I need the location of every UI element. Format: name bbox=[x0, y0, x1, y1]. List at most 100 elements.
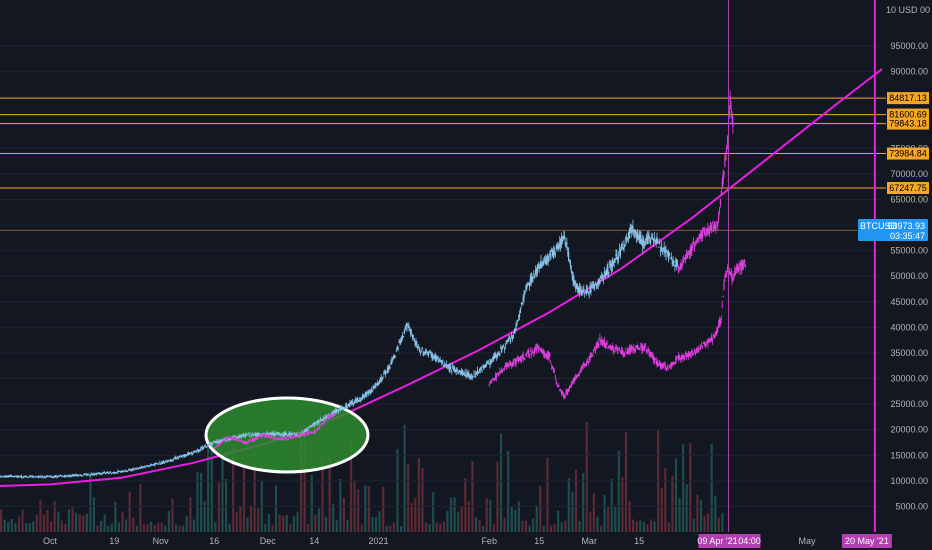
candle-body bbox=[618, 249, 621, 252]
candle-body bbox=[682, 356, 684, 358]
candle-body bbox=[471, 375, 473, 378]
candle-body bbox=[445, 363, 447, 365]
candle-body bbox=[690, 353, 692, 356]
candle-body bbox=[310, 431, 313, 434]
candle-body bbox=[39, 476, 41, 478]
candle-body bbox=[94, 473, 97, 475]
candle-body bbox=[549, 355, 551, 357]
candle-body bbox=[252, 432, 254, 434]
candle-body bbox=[269, 432, 272, 434]
candle-body bbox=[631, 346, 633, 350]
candle-body bbox=[286, 439, 289, 441]
price-tick-label: 25000.00 bbox=[890, 399, 928, 409]
candle-body bbox=[17, 476, 19, 478]
candle-body bbox=[480, 366, 482, 370]
candle-body bbox=[228, 438, 231, 441]
candle-body bbox=[97, 473, 99, 475]
candle-body bbox=[311, 432, 314, 434]
candle-body bbox=[720, 319, 722, 321]
candle-body bbox=[577, 375, 580, 377]
candle-body bbox=[290, 433, 292, 435]
candle-body bbox=[290, 436, 292, 439]
candle-body bbox=[658, 365, 660, 367]
candle-body bbox=[246, 443, 248, 445]
candle-body bbox=[398, 341, 400, 343]
candle-body bbox=[705, 227, 707, 233]
volume-bar bbox=[639, 520, 642, 532]
horizontal-levels[interactable] bbox=[0, 97, 886, 231]
candle-body bbox=[596, 342, 598, 346]
candle-body bbox=[277, 437, 280, 439]
candle-body bbox=[575, 375, 577, 378]
candle-body bbox=[486, 363, 489, 365]
candle-body bbox=[661, 251, 663, 253]
candle-body bbox=[702, 228, 705, 231]
candle-body bbox=[273, 432, 275, 436]
candle-body bbox=[593, 347, 596, 349]
candle-body bbox=[717, 222, 719, 227]
growth-curve[interactable] bbox=[0, 68, 883, 487]
candle-body bbox=[396, 348, 398, 350]
candle-body bbox=[368, 391, 371, 394]
candle-body bbox=[292, 432, 294, 434]
time-scale[interactable]: Oct 19 Nov 16 Dec 14 2021 Feb 15 Mar 15 May bbox=[43, 536, 816, 546]
candle-body bbox=[1, 475, 3, 477]
candle-body bbox=[380, 377, 382, 382]
volume-bar bbox=[7, 521, 10, 532]
candle-body bbox=[582, 290, 584, 293]
candle-body bbox=[510, 362, 512, 364]
candle-body bbox=[605, 342, 607, 348]
candle-body bbox=[242, 434, 244, 436]
volume-bar bbox=[64, 523, 67, 532]
candle-body bbox=[641, 346, 643, 351]
volume-bar bbox=[442, 521, 445, 532]
price-tick-label: 20000.00 bbox=[890, 425, 928, 435]
candle-body bbox=[98, 472, 100, 474]
candle-body bbox=[446, 367, 448, 369]
candle-body bbox=[632, 225, 634, 230]
price-tick-label: 40000.00 bbox=[890, 322, 928, 332]
candle-body bbox=[676, 261, 679, 263]
candle-body bbox=[78, 474, 81, 476]
candle-body bbox=[384, 370, 386, 374]
candle-body bbox=[576, 375, 578, 378]
candle-body bbox=[276, 438, 278, 440]
candle-body bbox=[634, 231, 636, 233]
candle-body bbox=[393, 355, 395, 359]
level-tag-box bbox=[887, 92, 929, 105]
candle-body bbox=[729, 272, 731, 276]
candle-body bbox=[521, 302, 523, 304]
candle-body bbox=[115, 471, 117, 473]
candle-body bbox=[530, 353, 532, 356]
candle-body bbox=[648, 236, 650, 238]
candle-body bbox=[700, 232, 702, 237]
candle-body bbox=[173, 457, 175, 459]
candle-body bbox=[123, 471, 125, 473]
candle-body bbox=[189, 453, 191, 455]
candle-body bbox=[553, 250, 555, 255]
candle-body bbox=[93, 473, 95, 475]
candle-body bbox=[266, 432, 268, 435]
volume-bar bbox=[467, 501, 470, 532]
candle-body bbox=[94, 474, 96, 476]
candle-body bbox=[186, 453, 189, 455]
candle-body bbox=[149, 465, 151, 467]
volume-bar bbox=[485, 498, 488, 532]
candle-body bbox=[613, 258, 615, 263]
candle-body bbox=[333, 413, 335, 415]
candle-body bbox=[21, 477, 23, 479]
volume-bar bbox=[610, 478, 613, 532]
candle-body bbox=[647, 348, 649, 350]
candle-body bbox=[289, 436, 291, 440]
volume-bar bbox=[282, 515, 285, 532]
candle-body bbox=[626, 238, 628, 241]
candle-body bbox=[442, 360, 444, 362]
candle-body bbox=[202, 446, 204, 450]
candle-body bbox=[507, 365, 509, 367]
candle-body bbox=[579, 370, 581, 373]
candle-body bbox=[330, 414, 332, 416]
candle-body bbox=[493, 378, 495, 380]
candle-body bbox=[336, 410, 339, 412]
